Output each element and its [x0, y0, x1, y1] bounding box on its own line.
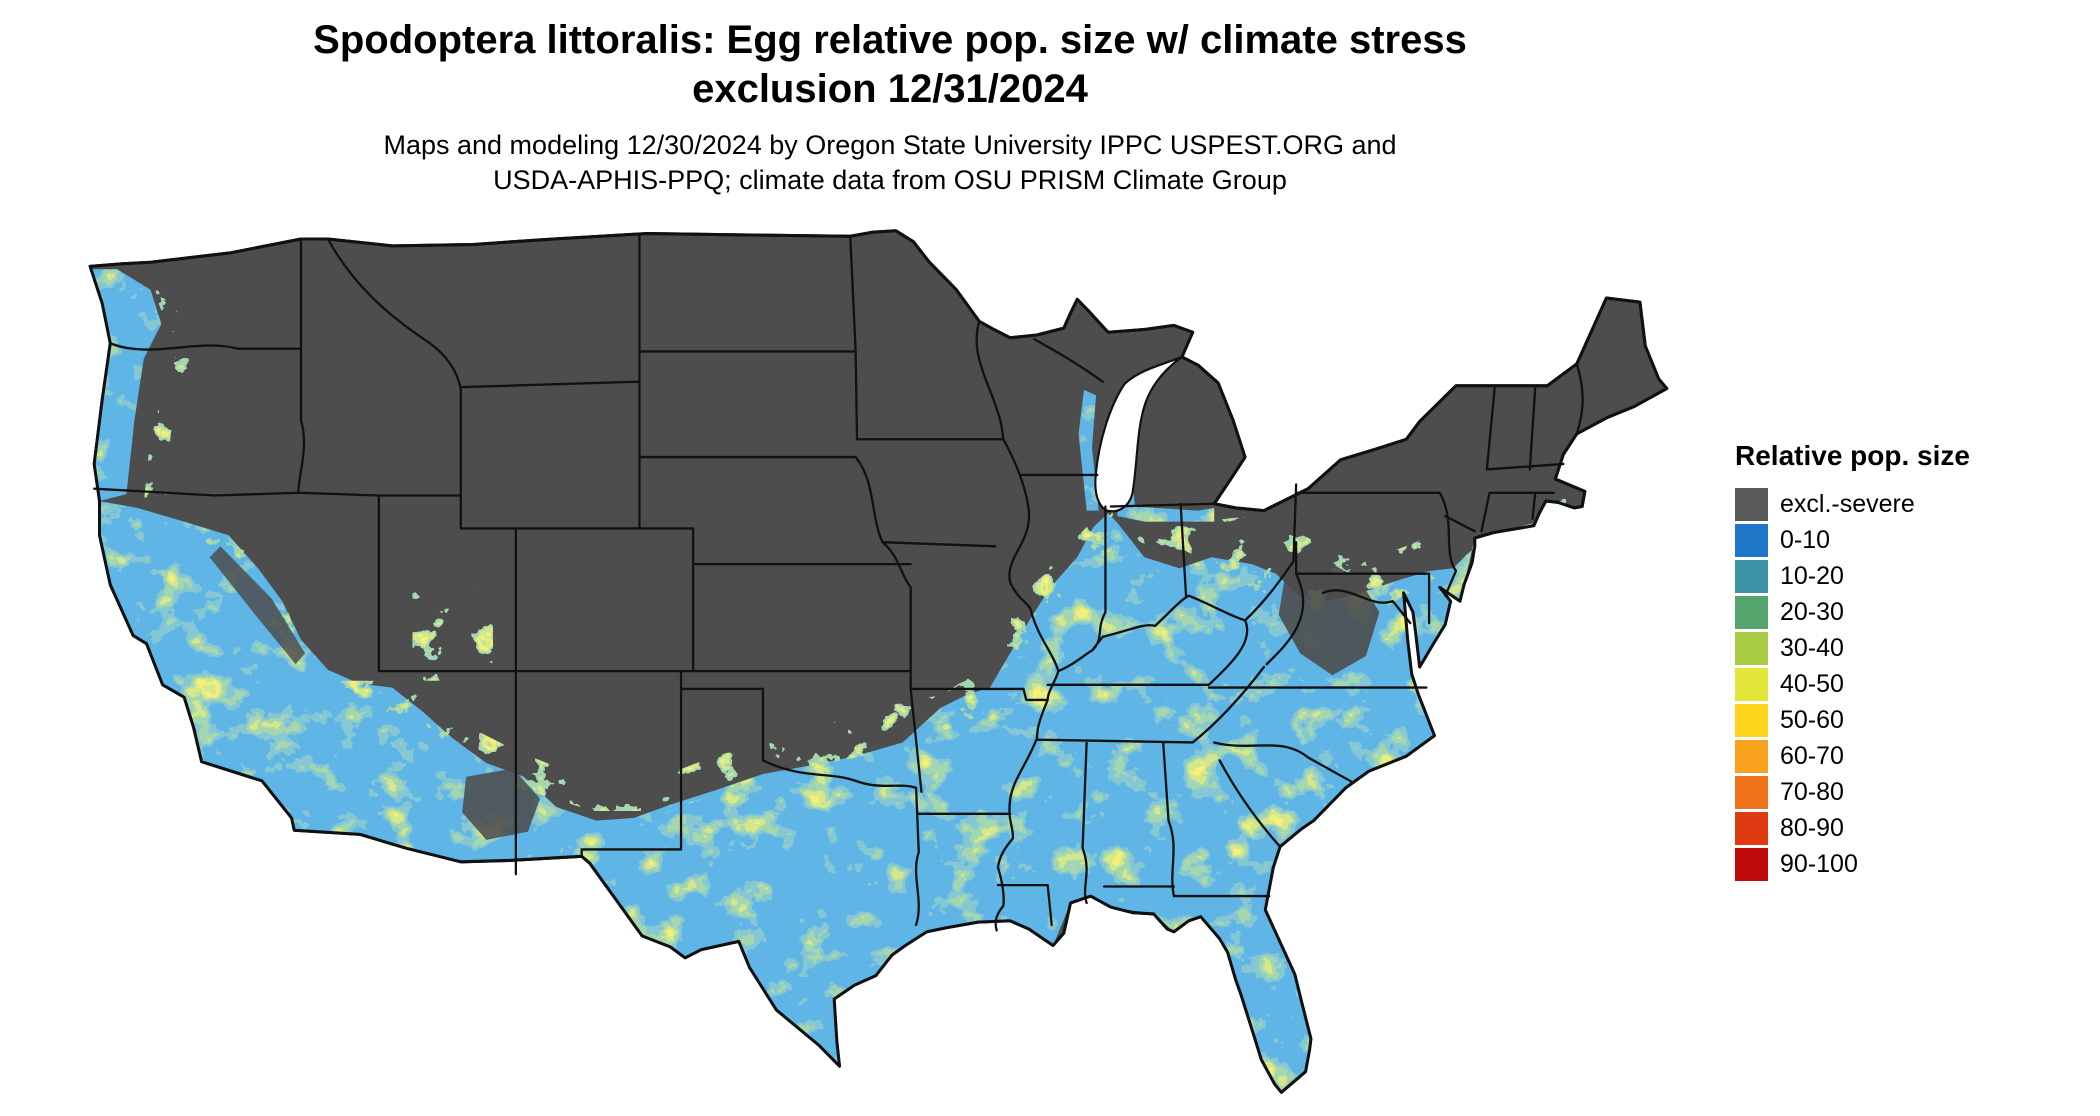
legend-swatch	[1735, 523, 1768, 557]
legend-label: 0-10	[1780, 525, 1831, 554]
appalachia-excluded-patch	[1278, 559, 1380, 676]
page-title: Spodoptera littoralis: Egg relative pop.…	[313, 18, 1467, 111]
legend-entry: 40-50	[1735, 666, 1970, 702]
page-subtitle: Maps and modeling 12/30/2024 by Oregon S…	[383, 129, 1397, 195]
legend-swatch	[1735, 667, 1768, 701]
arizona-highlands-excluded-patch	[462, 768, 541, 840]
legend-label: 40-50	[1780, 669, 1844, 698]
legend-entry: 80-90	[1735, 810, 1970, 846]
legend-swatch	[1735, 595, 1768, 629]
legend-entry: 50-60	[1735, 702, 1970, 738]
legend-swatch	[1735, 811, 1768, 845]
state-borders	[93, 232, 1584, 932]
legend-entry: 70-80	[1735, 774, 1970, 810]
legend-swatch	[1735, 739, 1768, 773]
sierra-excluded-patch	[209, 546, 306, 665]
legend-label: 20-30	[1780, 597, 1844, 626]
legend-label: 70-80	[1780, 777, 1844, 806]
legend-swatch	[1735, 703, 1768, 737]
legend-entry: 30-40	[1735, 630, 1970, 666]
legend-swatch	[1735, 487, 1768, 521]
legend-entry: 10-20	[1735, 558, 1970, 594]
legend-label: 90-100	[1780, 849, 1858, 878]
legend-label: 10-20	[1780, 561, 1844, 590]
legend-entry: excl.-severe	[1735, 486, 1970, 522]
legend-label: 80-90	[1780, 813, 1844, 842]
legend-swatch	[1735, 559, 1768, 593]
us-map-svg	[88, 229, 1669, 1094]
legend-label: 60-70	[1780, 741, 1844, 770]
us-map	[70, 228, 1695, 1106]
lake-michigan	[1094, 355, 1183, 513]
legend-entry: 0-10	[1735, 522, 1970, 558]
legend-entry: 20-30	[1735, 594, 1970, 630]
us-outline	[88, 229, 1669, 1094]
legend-rows: excl.-severe 0-10 10-20 20-30 30-40 40-50 50-6…	[1735, 486, 1970, 882]
legend-entry: 90-100	[1735, 846, 1970, 882]
legend-swatch	[1735, 847, 1768, 881]
legend-swatch	[1735, 631, 1768, 665]
legend-label: 50-60	[1780, 705, 1844, 734]
legend-label: excl.-severe	[1780, 489, 1915, 518]
figure-header: Spodoptera littoralis: Egg relative pop.…	[0, 16, 1780, 198]
legend-entry: 60-70	[1735, 738, 1970, 774]
legend: Relative pop. size excl.-severe 0-10 10-20…	[1735, 440, 1970, 882]
legend-title: Relative pop. size	[1735, 440, 1970, 471]
legend-label: 30-40	[1780, 633, 1844, 662]
legend-swatch	[1735, 775, 1768, 809]
